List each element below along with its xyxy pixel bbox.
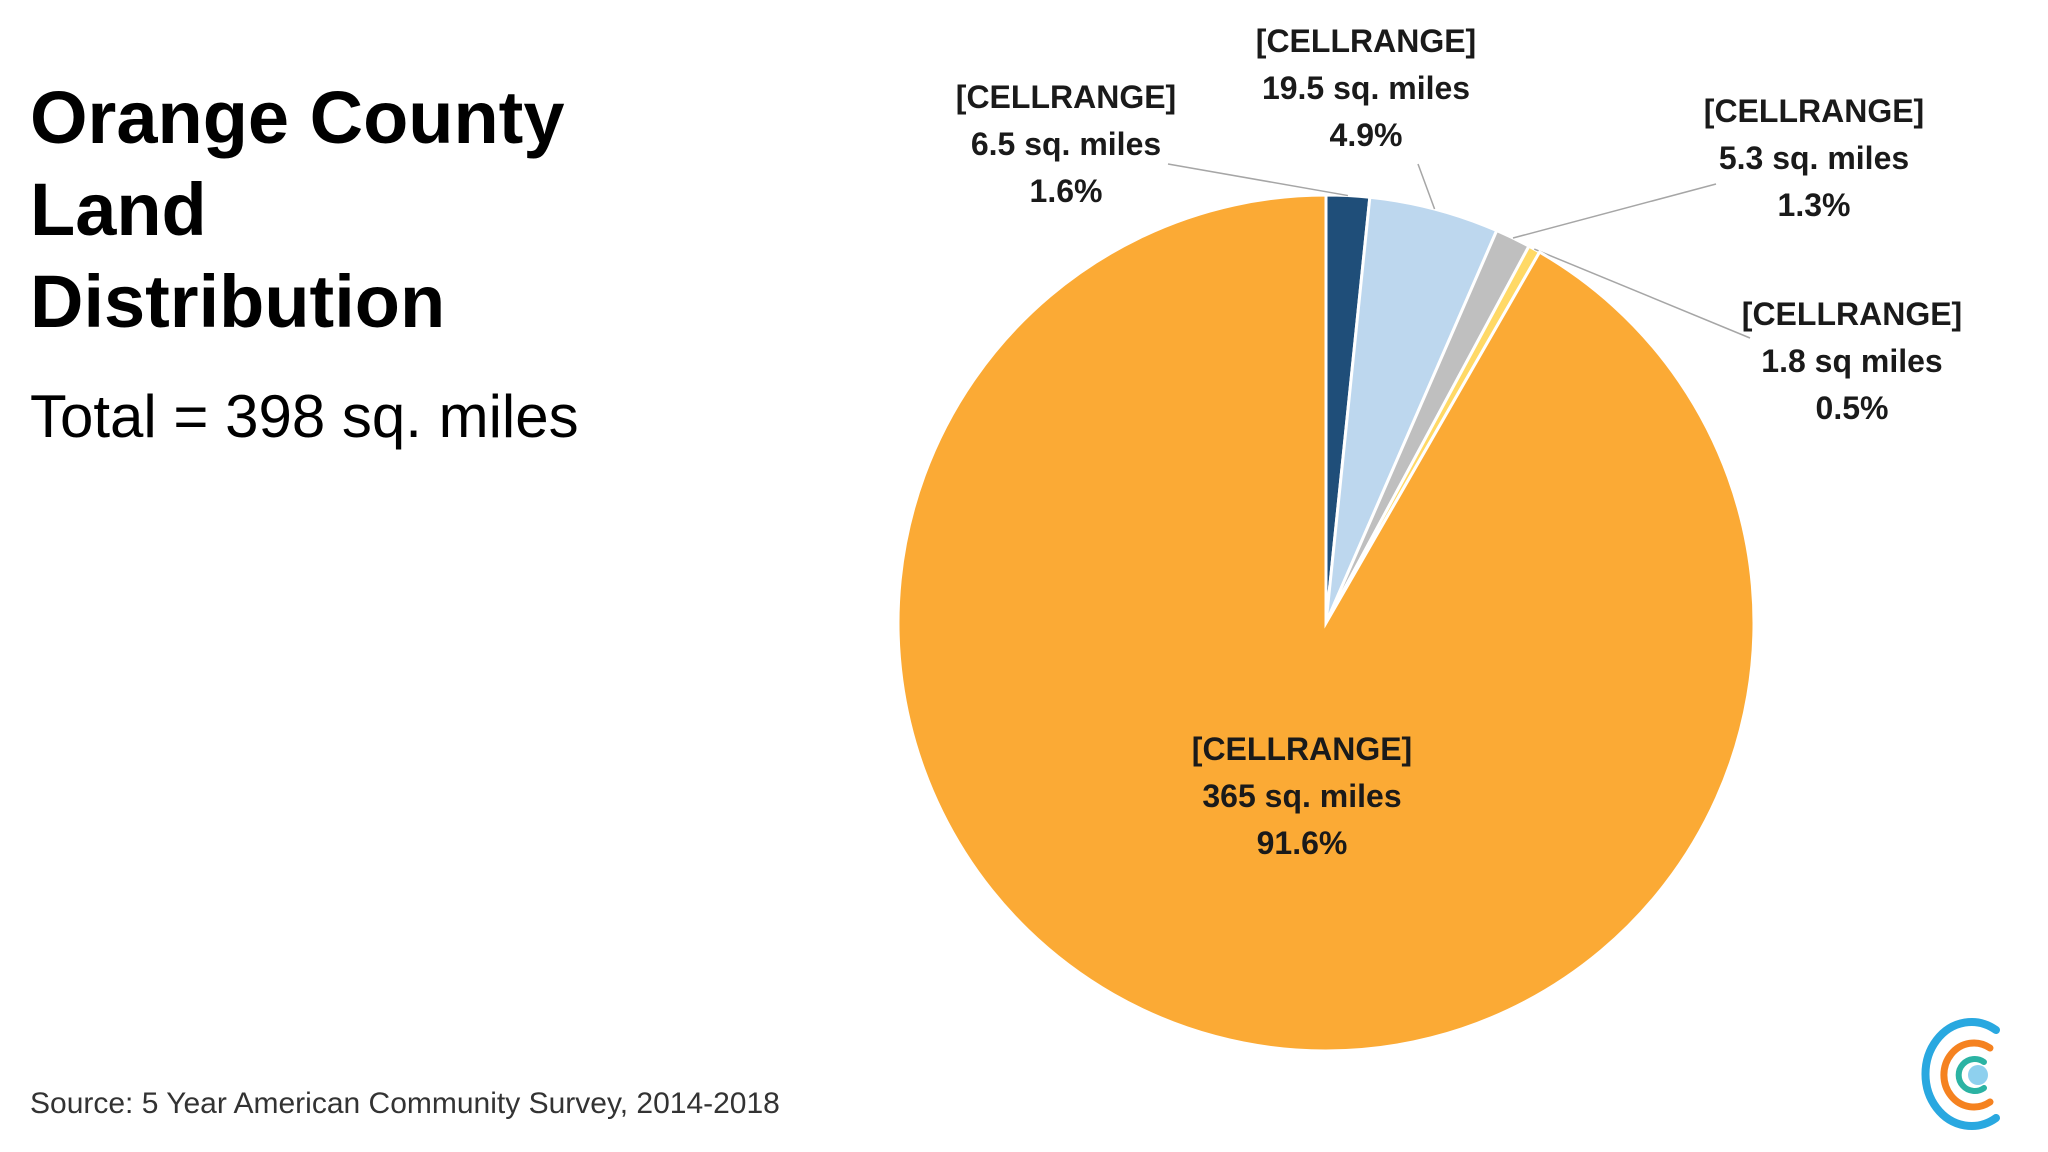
label-value: 365 sq. miles: [1202, 778, 1401, 814]
label-value: 19.5 sq. miles: [1262, 70, 1470, 106]
total-area-text: Total = 398 sq. miles: [30, 383, 579, 450]
label-percent: 1.3%: [1778, 187, 1851, 223]
label-percent: 1.6%: [1030, 173, 1103, 209]
label-category: [CELLRANGE]: [1192, 731, 1412, 767]
label-value: 6.5 sq. miles: [971, 126, 1161, 162]
label-percent: 91.6%: [1257, 825, 1348, 861]
label-percent: 0.5%: [1816, 390, 1889, 426]
logo-dot: [1968, 1065, 1988, 1085]
leader-line-4: [1533, 248, 1751, 339]
data-label-3: [CELLRANGE] 5.3 sq. miles 1.3%: [1704, 93, 1924, 223]
label-category: [CELLRANGE]: [1256, 23, 1476, 59]
chart-title: Orange County Land Distribution: [30, 76, 565, 343]
label-category: [CELLRANGE]: [1704, 93, 1924, 129]
leader-line-1: [1167, 163, 1349, 197]
label-category: [CELLRANGE]: [956, 79, 1176, 115]
label-percent: 4.9%: [1330, 117, 1403, 153]
data-label-5: [CELLRANGE] 365 sq. miles 91.6%: [1192, 731, 1412, 861]
logo-arc-middle: [1940, 1039, 1994, 1111]
data-label-4: [CELLRANGE] 1.8 sq miles 0.5%: [1742, 296, 1962, 426]
label-value: 5.3 sq. miles: [1719, 140, 1909, 176]
leader-line-3: [1512, 183, 1717, 239]
pie-slice-5: [896, 193, 1756, 1053]
organization-logo: [1921, 1018, 2000, 1130]
label-value: 1.8 sq miles: [1761, 343, 1942, 379]
source-note: Source: 5 Year American Community Survey…: [30, 1087, 780, 1120]
logo-arc-outer: [1921, 1018, 2000, 1130]
data-label-1: [CELLRANGE] 6.5 sq. miles 1.6%: [956, 79, 1176, 209]
logo-arc-inner: [1955, 1056, 1987, 1094]
data-label-2: [CELLRANGE] 19.5 sq. miles 4.9%: [1256, 23, 1476, 153]
leader-line-2: [1417, 163, 1436, 210]
label-category: [CELLRANGE]: [1742, 296, 1962, 332]
